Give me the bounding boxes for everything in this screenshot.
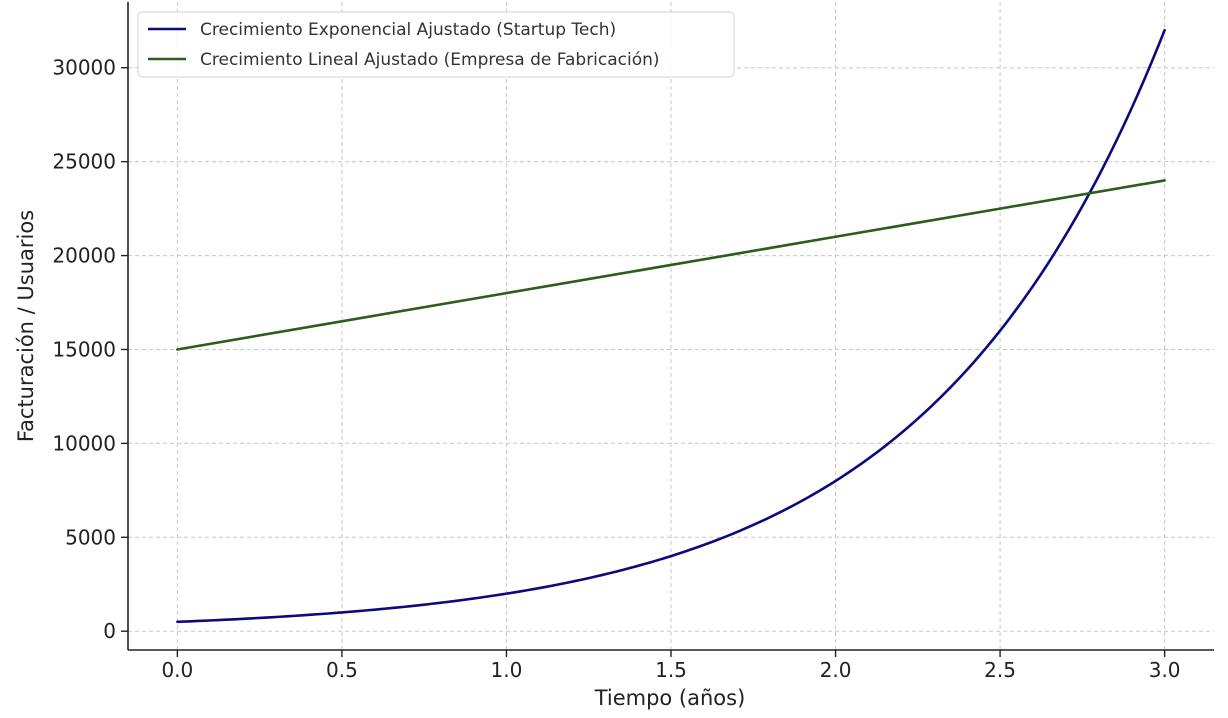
grid (128, 2, 1214, 650)
y-tick-label: 15000 (52, 337, 116, 361)
y-tick-label: 10000 (52, 431, 116, 455)
x-tick-label: 0.5 (326, 658, 358, 682)
x-tick-label: 1.0 (491, 658, 523, 682)
y-axis-label: Facturación / Usuarios (14, 210, 38, 442)
x-tick-label: 1.5 (655, 658, 687, 682)
legend: Crecimiento Exponencial Ajustado (Startu… (137, 11, 735, 78)
x-axis-label: Tiempo (años) (594, 686, 746, 710)
series-line-exponential (176, 28, 1166, 624)
series-lines (176, 28, 1166, 624)
series-line-linear (176, 179, 1166, 351)
legend-entry: Crecimiento Exponencial Ajustado (Startu… (200, 20, 616, 40)
y-tick-label: 25000 (52, 150, 116, 174)
x-tick-label: 2.0 (820, 658, 852, 682)
x-tick-label: 3.0 (1149, 658, 1181, 682)
ticks: 0.0 0.5 1.0 1.5 2.0 2.5 3.0 0 5000 10000 15000 2000… (52, 56, 1180, 682)
y-tick-label: 20000 (52, 244, 116, 268)
y-tick-label: 0 (103, 619, 116, 643)
legend-entry: Crecimiento Lineal Ajustado (Empresa de … (200, 50, 660, 70)
x-tick-label: 0.0 (161, 658, 193, 682)
y-tick-label: 30000 (52, 56, 116, 80)
x-tick-label: 2.5 (984, 658, 1016, 682)
y-tick-label: 5000 (65, 525, 116, 549)
legend-box (137, 11, 735, 78)
